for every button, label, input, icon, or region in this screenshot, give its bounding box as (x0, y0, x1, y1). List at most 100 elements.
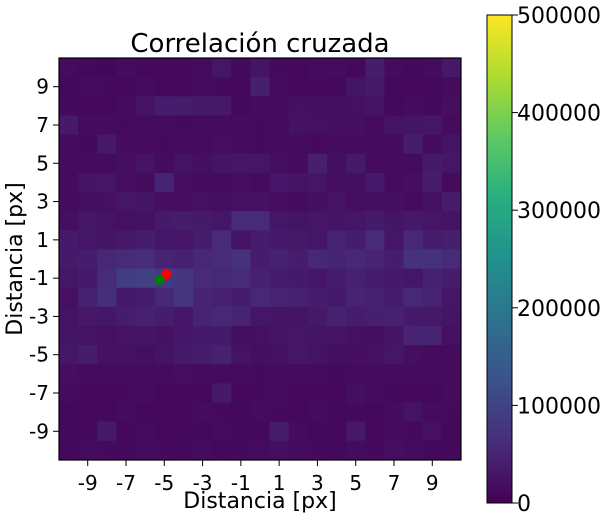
heatmap-cell (307, 249, 328, 269)
heatmap-cell (327, 249, 347, 269)
heatmap-cell (346, 268, 366, 289)
heatmap-cell (78, 383, 98, 403)
heatmap-cell (384, 192, 404, 212)
heatmap-cell (365, 440, 385, 461)
heatmap-cell (365, 211, 385, 231)
heatmap-cell (288, 364, 309, 384)
heatmap-cell (288, 440, 309, 461)
heatmap-cell (173, 440, 194, 461)
heatmap-cell (173, 421, 194, 442)
heatmap-cell (441, 96, 462, 116)
heatmap-cell (193, 421, 213, 442)
heatmap-cell (212, 421, 232, 442)
heatmap-cell (403, 58, 424, 78)
heatmap-cell (365, 326, 385, 346)
heatmap-cell (365, 268, 385, 289)
heatmap-cell (250, 58, 270, 78)
heatmap-cell (307, 77, 328, 97)
heatmap-cell (422, 345, 443, 365)
heatmap-cell (116, 421, 136, 442)
heatmap-cell (59, 192, 79, 212)
heatmap-cell (307, 421, 328, 442)
heatmap-cell (288, 326, 309, 346)
heatmap-cell (327, 115, 347, 135)
heatmap-cell (173, 402, 194, 423)
heatmap-cell (250, 96, 270, 116)
heatmap-cell (288, 153, 309, 174)
heatmap-cell (288, 192, 309, 212)
heatmap-cell (212, 268, 232, 289)
peak-marker (154, 275, 165, 286)
heatmap-cell (97, 77, 117, 97)
heatmap-cell (154, 421, 175, 442)
heatmap-cell (135, 153, 156, 174)
heatmap-cell (212, 249, 232, 269)
heatmap-cell (173, 211, 194, 231)
heatmap-cell (346, 172, 366, 193)
heatmap-cell (231, 115, 251, 135)
heatmap-cell (307, 287, 328, 308)
heatmap-cell (269, 58, 290, 78)
heatmap-cell (365, 77, 385, 97)
heatmap-cell (250, 287, 270, 308)
heatmap-cell (135, 77, 156, 97)
heatmap-cell (173, 249, 194, 269)
heatmap-cell (154, 77, 175, 97)
heatmap-cell (135, 249, 156, 269)
heatmap-cell (97, 211, 117, 231)
heatmap-cell (154, 402, 175, 423)
heatmap-cell (288, 268, 309, 289)
heatmap-cell (59, 153, 79, 174)
heatmap-cell (384, 364, 404, 384)
heatmap-cell (422, 58, 443, 78)
heatmap-cell (59, 58, 79, 78)
heatmap-cell (173, 58, 194, 78)
heatmap-cell (116, 172, 136, 193)
heatmap-cell (250, 249, 270, 269)
heatmap-cell (154, 364, 175, 384)
x-tick-label: 5 (349, 471, 362, 495)
heatmap-cell (193, 115, 213, 135)
heatmap-cell (288, 249, 309, 269)
heatmap-cell (422, 249, 443, 269)
heatmap-cell (365, 134, 385, 155)
heatmap-cell (212, 153, 232, 174)
heatmap-cell (269, 326, 290, 346)
heatmap-cell (346, 211, 366, 231)
heatmap-cell (441, 402, 462, 423)
heatmap-cell (327, 421, 347, 442)
heatmap-cell (78, 402, 98, 423)
heatmap-cell (288, 211, 309, 231)
heatmap-cell (135, 306, 156, 327)
heatmap-cell (231, 211, 251, 231)
heatmap-cell (403, 172, 424, 193)
heatmap-cell (116, 287, 136, 308)
heatmap-cell (422, 211, 443, 231)
colorbar-ticks: 0 100000 200000 300000 400000 500000 (512, 4, 601, 517)
heatmap-cell (135, 134, 156, 155)
heatmap-cell (173, 115, 194, 135)
heatmap-cell (307, 211, 328, 231)
heatmap-cell (422, 306, 443, 327)
x-tick-label: -7 (116, 471, 136, 495)
heatmap-cell (116, 306, 136, 327)
heatmap-cell (154, 345, 175, 365)
heatmap-cell (154, 230, 175, 250)
heatmap-cell (422, 77, 443, 97)
heatmap-cell (97, 58, 117, 78)
heatmap-cell (212, 345, 232, 365)
heatmap-cell (327, 172, 347, 193)
heatmap-cell (116, 440, 136, 461)
heatmap-cell (327, 192, 347, 212)
heatmap-cell (307, 134, 328, 155)
heatmap-cell (154, 287, 175, 308)
heatmap-cell (116, 153, 136, 174)
x-axis-label: Distancia [px] (183, 489, 336, 514)
heatmap-cell (384, 115, 404, 135)
heatmap-cell (231, 268, 251, 289)
heatmap-cell (441, 421, 462, 442)
heatmap-cell (231, 77, 251, 97)
heatmap-cell (212, 287, 232, 308)
heatmap-cell (307, 402, 328, 423)
heatmap-cell (135, 364, 156, 384)
